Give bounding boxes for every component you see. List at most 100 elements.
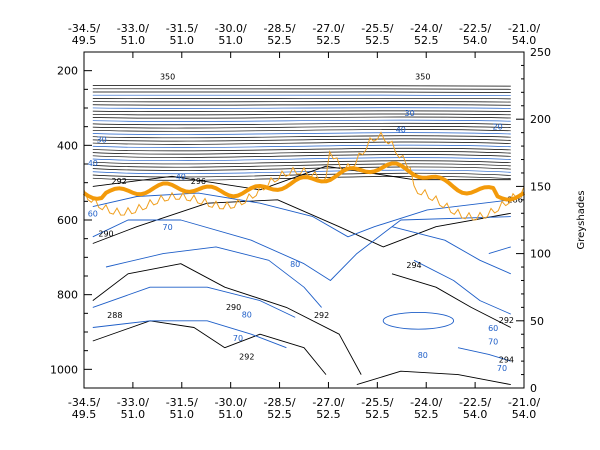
contour-line xyxy=(92,192,511,238)
x-tick-label-top-lat: 51.0 xyxy=(218,34,243,47)
contour-loop xyxy=(382,311,455,330)
isentrope-line xyxy=(92,144,511,148)
x-tick-label-top-lon: -25.5/ xyxy=(361,22,393,35)
contour-label-black: 294 xyxy=(406,261,421,270)
y-right-tick-label: 100 xyxy=(530,248,551,261)
x-tick-label-bottom-lon: -24.0/ xyxy=(410,396,442,409)
y-right-tick-label: 0 xyxy=(530,382,537,395)
isentrope-line xyxy=(92,141,511,145)
isentrope-line xyxy=(92,138,511,142)
axes-layer: -34.5/49.5-34.5/49.5-33.0/51.0-33.0/51.0… xyxy=(50,22,551,421)
contour-label-blue: 70 xyxy=(497,364,507,373)
y-right-tick-label: 200 xyxy=(530,113,551,126)
contour-line xyxy=(413,259,511,315)
contour-label-blue: 30 xyxy=(97,136,107,145)
x-tick-label-bottom-lon: -33.0/ xyxy=(117,396,149,409)
isentrope-line xyxy=(92,132,511,135)
y-left-tick-label: 400 xyxy=(57,139,78,152)
x-tick-label-bottom-lat: 54.0 xyxy=(512,408,537,421)
contour-label-black: 292 xyxy=(499,316,514,325)
contour-line xyxy=(391,226,511,275)
x-tick-label-top-lon: -22.5/ xyxy=(459,22,491,35)
isentrope-line xyxy=(92,129,511,132)
x-tick-label-bottom-lat: 51.0 xyxy=(218,408,243,421)
contour-label-black: 350 xyxy=(415,72,430,81)
contour-label-blue: 30 xyxy=(405,109,415,118)
x-tick-label-top-lon: -24.0/ xyxy=(410,22,442,35)
y-right-tick-label: 50 xyxy=(530,315,544,328)
isentrope-line xyxy=(92,113,511,116)
x-tick-label-bottom-lon: -27.0/ xyxy=(312,396,344,409)
contour-label-black: 296 xyxy=(191,177,206,186)
x-tick-label-top-lat: 54.0 xyxy=(463,34,488,47)
y-left-tick-label: 800 xyxy=(57,289,78,302)
y-left-tick-label: 200 xyxy=(57,65,78,78)
x-tick-label-top-lon: -27.0/ xyxy=(312,22,344,35)
contour-label-blue: 40 xyxy=(88,159,98,168)
isentrope-line xyxy=(92,116,511,119)
thick-orange-tropopause xyxy=(82,161,526,202)
x-tick-label-bottom-lon: -21.0/ xyxy=(508,396,540,409)
x-tick-label-bottom-lon: -34.5/ xyxy=(68,396,100,409)
contour-line xyxy=(356,370,511,386)
contour-line xyxy=(105,246,322,308)
x-tick-label-top-lat: 49.5 xyxy=(72,34,97,47)
x-tick-label-bottom-lon: -30.0/ xyxy=(215,396,247,409)
x-tick-label-bottom-lon: -31.5/ xyxy=(166,396,198,409)
x-tick-label-top-lon: -34.5/ xyxy=(68,22,100,35)
contour-label-black: 292 xyxy=(239,353,254,362)
x-tick-label-bottom-lon: -25.5/ xyxy=(361,396,393,409)
x-tick-label-bottom-lat: 49.5 xyxy=(72,408,97,421)
isentrope-line xyxy=(92,157,511,162)
contour-label-blue: 40 xyxy=(176,173,186,182)
contour-line xyxy=(92,320,327,375)
contour-label-blue: 40 xyxy=(396,126,406,135)
contour-label-blue: 70 xyxy=(163,223,173,232)
isentrope-line xyxy=(92,101,511,103)
isentrope-line xyxy=(92,160,511,165)
contour-label-black: 350 xyxy=(160,72,175,81)
x-tick-label-bottom-lat: 51.0 xyxy=(121,408,146,421)
x-tick-label-bottom-lat: 52.5 xyxy=(316,408,341,421)
contour-label-blue: 60 xyxy=(488,324,498,333)
x-tick-label-bottom-lon: -22.5/ xyxy=(459,396,491,409)
y-right-tick-label: 150 xyxy=(530,180,551,193)
isentrope-line xyxy=(92,119,511,122)
isentrope-line xyxy=(92,166,511,171)
x-tick-label-top-lon: -33.0/ xyxy=(117,22,149,35)
x-tick-label-top-lon: -21.0/ xyxy=(508,22,540,35)
y-right-tick-label: 250 xyxy=(530,46,551,59)
x-tick-label-top-lat: 52.5 xyxy=(316,34,341,47)
contour-label-blue: 70 xyxy=(488,337,498,346)
isentrope-line xyxy=(92,110,511,113)
contour-label-black: 292 xyxy=(314,311,329,320)
contour-line xyxy=(92,165,511,191)
contour-label-blue: 20 xyxy=(493,122,503,131)
x-tick-label-bottom-lat: 54.0 xyxy=(463,408,488,421)
contour-line xyxy=(92,286,296,318)
contour-label-blue: 70 xyxy=(233,334,243,343)
y-left-tick-label: 1000 xyxy=(50,363,78,376)
x-tick-label-bottom-lat: 52.5 xyxy=(365,408,390,421)
contour-label-black: 292 xyxy=(112,177,127,186)
x-tick-label-bottom-lat: 52.5 xyxy=(414,408,439,421)
isentrope-line xyxy=(92,94,511,97)
contour-label-black: 294 xyxy=(499,355,514,364)
isentrope-line xyxy=(92,126,511,129)
contour-label-blue: 80 xyxy=(242,310,252,319)
isentrope-line xyxy=(92,88,511,90)
x-tick-label-top-lon: -30.0/ xyxy=(215,22,247,35)
contour-label-black: 290 xyxy=(226,303,241,312)
y-left-tick-label: 600 xyxy=(57,214,78,227)
x-tick-label-bottom-lon: -28.5/ xyxy=(263,396,295,409)
isentrope-line xyxy=(92,104,511,106)
isentrope-line xyxy=(92,122,511,126)
contour-line xyxy=(92,320,287,349)
contour-line xyxy=(488,246,511,255)
x-tick-label-top-lat: 51.0 xyxy=(121,34,146,47)
contour-label-blue: 80 xyxy=(418,351,428,360)
contour-line xyxy=(92,216,511,281)
isentrope-line xyxy=(92,147,511,152)
